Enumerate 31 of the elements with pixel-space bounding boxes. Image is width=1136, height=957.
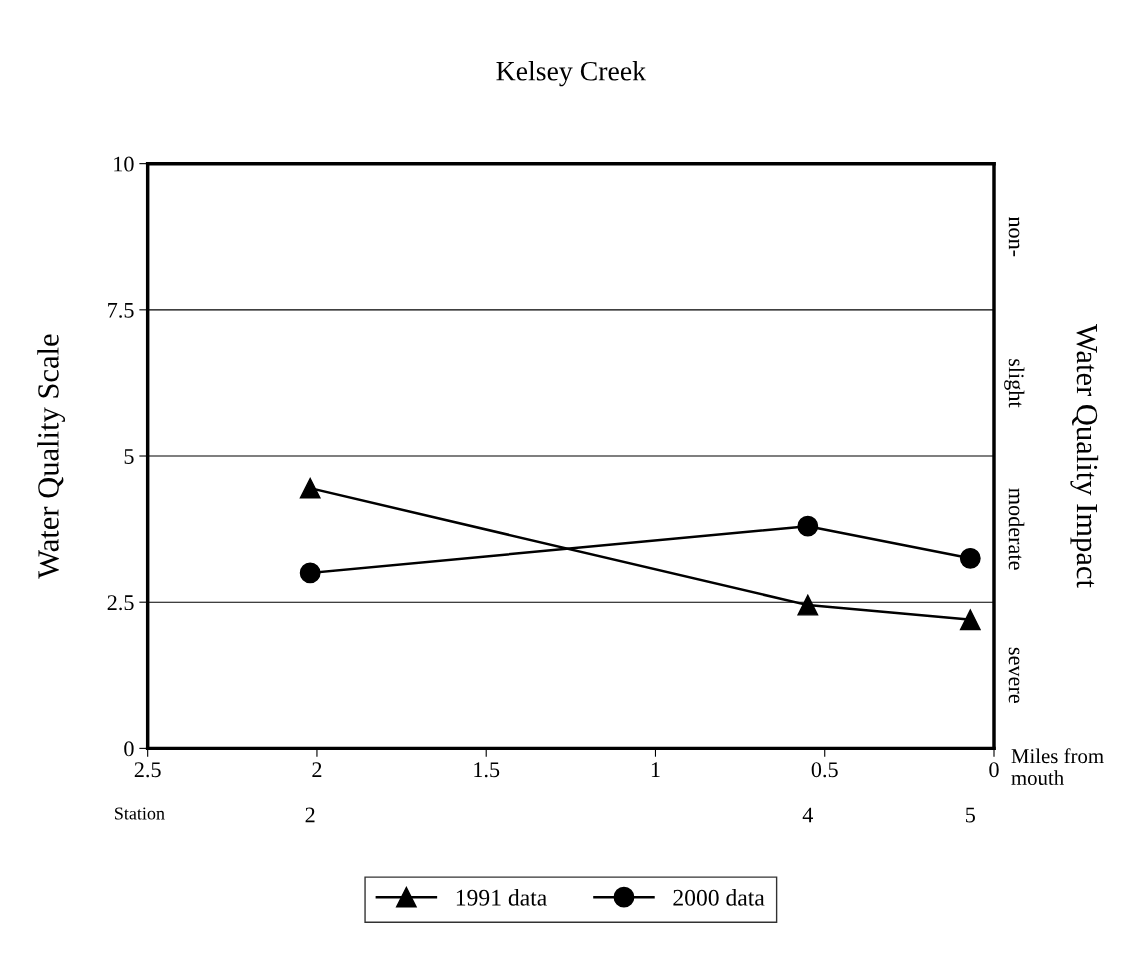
legend-label: 1991 data (456, 889, 547, 906)
y-tick-label: 0 (124, 741, 134, 757)
x-tick-label: 0.5 (811, 762, 838, 778)
y-axis-title: Water Quality Scale (37, 334, 66, 579)
point (299, 562, 321, 584)
x-tick-label: 1.5 (474, 762, 500, 778)
x-tick-label: 0 (989, 762, 999, 778)
text: severe (1008, 647, 1020, 703)
point (797, 515, 819, 537)
text: 5 (966, 807, 975, 823)
text: moderate (1008, 488, 1025, 570)
text: Station (115, 807, 165, 820)
x-tick-label: 2.5 (134, 762, 161, 778)
x-tick-label: 2 (312, 762, 322, 777)
y-tick-label: 10 (114, 156, 134, 172)
text: slight (1004, 359, 1025, 408)
x-tick-label: 1 (651, 762, 660, 777)
point (959, 609, 981, 631)
y-tick-label: 2.5 (107, 595, 134, 611)
x-axis-title: Miles from mouth (1011, 748, 1104, 785)
text: 2 (305, 807, 315, 823)
legend-label: 2000 data (673, 889, 765, 906)
text: 4 (802, 807, 814, 823)
y-tick-label: 7.5 (108, 302, 134, 318)
text: non- (1008, 216, 1020, 257)
chart-title: Kelsey Creek (496, 61, 647, 87)
point (959, 547, 981, 569)
y2-axis-title: Water Quality Impact (1070, 324, 1099, 588)
point (299, 477, 321, 499)
point (797, 594, 819, 616)
y-tick-label: 5 (124, 449, 134, 464)
